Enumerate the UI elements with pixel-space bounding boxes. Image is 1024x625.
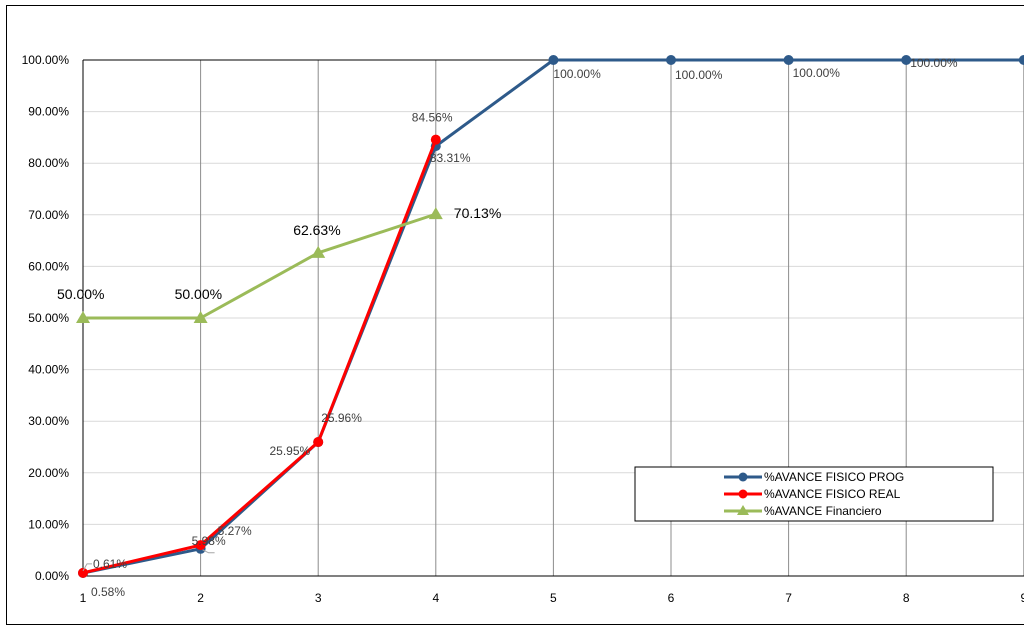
data-label-2: 0.61% [93, 557, 127, 571]
data-label-1: 100.00% [910, 56, 958, 70]
data-label-1: 25.95% [269, 444, 310, 458]
series-marker-1 [548, 55, 559, 65]
series-marker-3 [311, 245, 326, 258]
series-line-3 [83, 212, 437, 320]
x-tick-label: 4 [432, 591, 439, 605]
data-label-3: 62.63% [293, 222, 340, 238]
series-marker-3 [428, 207, 443, 220]
y-tick-label: 20.00% [28, 466, 69, 480]
leader-line [82, 563, 92, 572]
data-label-3: 50.00% [57, 286, 104, 302]
data-label-3: 70.13% [454, 205, 501, 221]
series-marker-1 [901, 55, 912, 65]
x-tick-label: 9 [1020, 591, 1024, 605]
x-tick-label: 1 [80, 591, 87, 605]
y-tick-label: 70.00% [28, 208, 69, 222]
series-marker-2 [430, 134, 441, 145]
y-tick-label: 10.00% [28, 517, 69, 531]
legend-entry-label: %AVANCE Financiero [764, 504, 882, 518]
data-label-1: 100.00% [553, 67, 601, 81]
legend-entry-label: %AVANCE FISICO PROG [764, 470, 904, 484]
series-marker-2 [78, 567, 88, 578]
y-tick-label: 100.00% [22, 53, 70, 67]
data-label-2: 25.96% [321, 411, 362, 425]
legend-entry-label: %AVANCE FISICO REAL [764, 487, 901, 501]
x-tick-label: 8 [903, 591, 910, 605]
data-label-1: 0.58% [91, 585, 125, 599]
legend-swatch-marker [738, 472, 748, 482]
data-label-2: 5.98% [192, 534, 226, 548]
series-marker-1 [1018, 55, 1024, 65]
series-marker-2 [195, 540, 206, 551]
y-tick-label: 80.00% [28, 156, 69, 170]
series-line-2 [82, 139, 438, 575]
series-marker-1 [666, 55, 676, 65]
data-label-1: 100.00% [675, 68, 723, 82]
legend-swatch-marker [737, 505, 749, 515]
y-tick-label: 60.00% [28, 259, 69, 273]
series-marker-2 [313, 437, 324, 448]
y-tick-label: 30.00% [28, 414, 69, 428]
series-marker-1 [783, 55, 794, 65]
x-tick-label: 7 [785, 591, 792, 605]
x-tick-label: 2 [197, 591, 204, 605]
data-label-1: 100.00% [793, 66, 841, 80]
series-marker-3 [76, 311, 90, 323]
x-tick-label: 5 [550, 591, 557, 605]
x-tick-label: 6 [668, 591, 675, 605]
y-tick-label: 40.00% [28, 363, 69, 377]
line-chart: 0.00% 10.00% 20.00% 30.00% 40.00% 50.00% 60.00… [22, 53, 1024, 605]
data-label-3: 50.00% [175, 286, 222, 302]
y-tick-label: 90.00% [28, 105, 69, 119]
series-marker-3 [193, 311, 208, 323]
legend-swatch-marker [738, 489, 748, 499]
leader-line [202, 549, 215, 554]
data-label-1: 83.31% [430, 151, 471, 165]
data-label-1: 5.27% [218, 524, 252, 538]
x-tick-label: 3 [315, 591, 322, 605]
legend [634, 466, 994, 522]
y-tick-label: 0.00% [35, 569, 69, 583]
data-label-2: 84.56% [412, 111, 453, 125]
y-tick-label: 50.00% [28, 311, 69, 325]
